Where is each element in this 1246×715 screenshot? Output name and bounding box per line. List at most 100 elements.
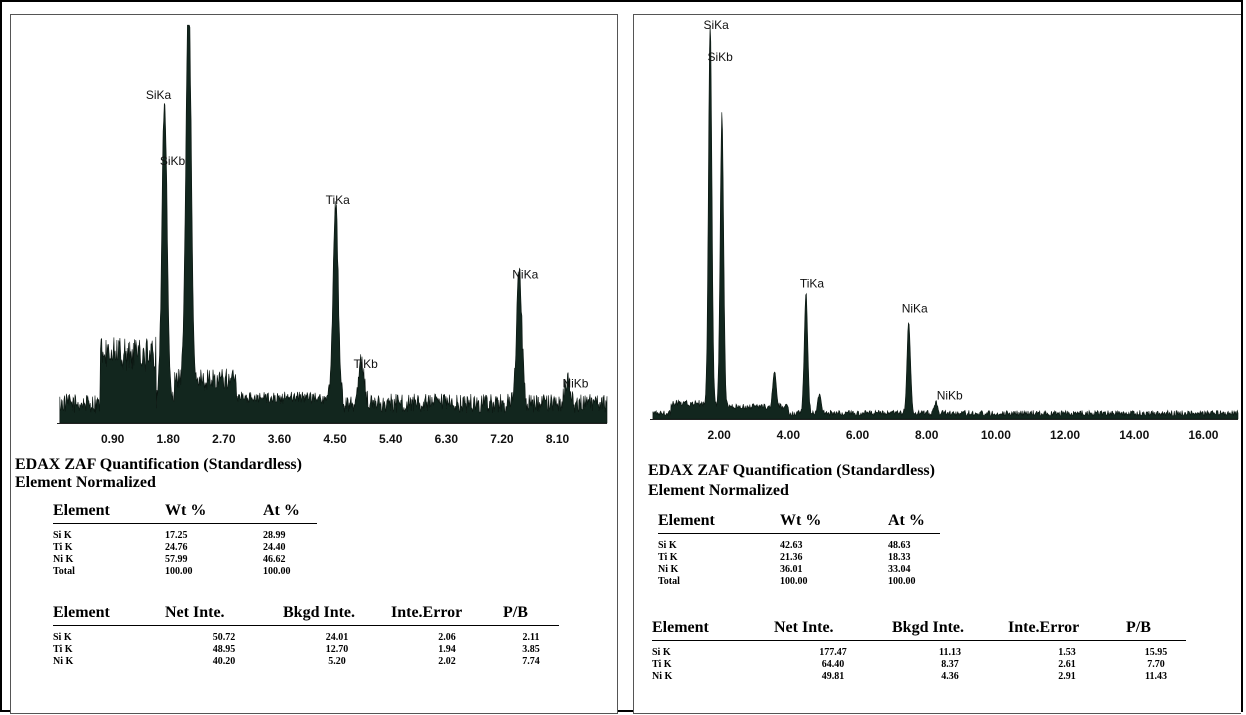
error-cell: 1.53 bbox=[1058, 647, 1076, 658]
column-header-error: Inte.Error bbox=[1008, 619, 1126, 641]
peak-label: TiKa bbox=[800, 276, 825, 290]
x-tick-label: 7.20 bbox=[490, 432, 514, 446]
element-cell: Ni K bbox=[658, 564, 679, 575]
column-header-pb: P/B bbox=[1126, 619, 1186, 641]
x-tick-label: 8.00 bbox=[915, 428, 939, 442]
table-row: Ti K 24.76 24.40 bbox=[53, 542, 317, 554]
wt-cell: 42.63 bbox=[780, 540, 803, 551]
peak-label: TiKa bbox=[326, 193, 351, 207]
net-cell: 64.40 bbox=[821, 659, 845, 670]
bkgd-cell: 4.36 bbox=[941, 671, 959, 682]
column-header-at: At % bbox=[263, 502, 317, 524]
column-header-element: Element bbox=[53, 502, 165, 524]
net-cell: 49.81 bbox=[821, 671, 845, 682]
peak-label: TiKb bbox=[354, 357, 379, 371]
column-header-error: Inte.Error bbox=[391, 604, 503, 626]
table-row: Total 100.00 100.00 bbox=[53, 566, 317, 578]
intensity-table: Element Net Inte. Bkgd Inte. Inte.Error … bbox=[53, 604, 559, 668]
net-cell: 40.20 bbox=[212, 656, 236, 667]
bkgd-cell: 24.01 bbox=[325, 632, 349, 643]
composition-table: Element Wt % At % Si K 17.25 28.99 Ti K 24.… bbox=[53, 502, 317, 578]
x-tick-label: 4.50 bbox=[323, 432, 347, 446]
wt-cell: 100.00 bbox=[165, 566, 193, 577]
element-cell: Total bbox=[658, 576, 680, 587]
net-cell: 177.47 bbox=[819, 647, 847, 658]
element-cell: Ti K bbox=[652, 659, 672, 670]
table-row: Ti K 64.40 8.37 2.61 7.70 bbox=[652, 659, 1186, 671]
x-tick-label: 6.30 bbox=[435, 432, 459, 446]
net-cell: 50.72 bbox=[212, 632, 236, 643]
table-row: Ni K 40.20 5.20 2.02 7.74 bbox=[53, 656, 559, 668]
element-cell: Si K bbox=[652, 647, 671, 658]
at-cell: 24.40 bbox=[263, 542, 286, 553]
x-tick-label: 2.70 bbox=[212, 432, 236, 446]
pb-cell: 2.11 bbox=[522, 632, 540, 643]
x-tick-label: 5.40 bbox=[379, 432, 403, 446]
peak-label: NiKb bbox=[562, 377, 588, 391]
column-header-bkgd: Bkgd Inte. bbox=[892, 619, 1008, 641]
element-cell: Si K bbox=[53, 632, 72, 643]
pb-cell: 7.70 bbox=[1147, 659, 1165, 670]
table-row: Ni K 36.01 33.04 bbox=[658, 564, 940, 576]
wt-cell: 21.36 bbox=[780, 552, 803, 563]
peak-label: NiKa bbox=[902, 301, 928, 315]
wt-cell: 24.76 bbox=[165, 542, 188, 553]
peak-label: SiKa bbox=[146, 88, 172, 102]
spectrum-chart-left: 0.90 1.80 2.70 3.60 4.50 5.40 6.30 7.20 8.10 SiKa… bbox=[57, 24, 608, 446]
intensity-header-row: Element Net Inte. Bkgd Inte. Inte.Error … bbox=[53, 604, 559, 626]
intensity-table: Element Net Inte. Bkgd Inte. Inte.Error … bbox=[652, 619, 1186, 683]
column-header-pb: P/B bbox=[503, 604, 559, 626]
element-cell: Si K bbox=[53, 530, 72, 541]
peak-label: SiKb bbox=[160, 154, 186, 168]
net-cell: 48.95 bbox=[212, 644, 236, 655]
pb-cell: 7.74 bbox=[522, 656, 540, 667]
element-cell: Si K bbox=[658, 540, 677, 551]
wt-cell: 57.99 bbox=[165, 554, 188, 565]
x-tick-label: 8.10 bbox=[546, 432, 570, 446]
at-cell: 48.63 bbox=[888, 540, 911, 551]
element-cell: Ti K bbox=[658, 552, 678, 563]
x-tick-label: 1.80 bbox=[157, 432, 181, 446]
column-header-element: Element bbox=[53, 604, 165, 626]
at-cell: 18.33 bbox=[888, 552, 911, 563]
peak-label: NiKa bbox=[512, 267, 538, 281]
x-tick-label: 3.60 bbox=[268, 432, 292, 446]
x-tick-label: 10.00 bbox=[981, 428, 1011, 442]
intensity-header-row: Element Net Inte. Bkgd Inte. Inte.Error … bbox=[652, 619, 1186, 641]
column-header-net: Net Inte. bbox=[774, 619, 892, 641]
composition-header-row: Element Wt % At % bbox=[53, 502, 317, 524]
normalization-heading: Element Normalized bbox=[648, 482, 789, 499]
table-row: Total 100.00 100.00 bbox=[658, 576, 940, 588]
column-header-at: At % bbox=[888, 512, 940, 534]
bkgd-cell: 5.20 bbox=[328, 656, 346, 667]
peak-label: NiKb bbox=[937, 388, 963, 402]
wt-cell: 100.00 bbox=[780, 576, 808, 587]
quantification-heading: EDAX ZAF Quantification (Standardless) bbox=[648, 462, 935, 479]
table-row: Si K 17.25 28.99 bbox=[53, 524, 317, 543]
at-cell: 28.99 bbox=[263, 530, 286, 541]
column-header-wt: Wt % bbox=[165, 502, 263, 524]
column-header-net: Net Inte. bbox=[165, 604, 283, 626]
x-tick-label: 4.00 bbox=[777, 428, 801, 442]
pb-cell: 11.43 bbox=[1145, 671, 1167, 682]
column-header-wt: Wt % bbox=[780, 512, 888, 534]
wt-cell: 17.25 bbox=[165, 530, 188, 541]
pb-cell: 15.95 bbox=[1144, 647, 1168, 658]
error-cell: 2.06 bbox=[438, 632, 456, 643]
table-row: Si K 42.63 48.63 bbox=[658, 534, 940, 553]
table-row: Ni K 57.99 46.62 bbox=[53, 554, 317, 566]
element-cell: Ni K bbox=[53, 554, 74, 565]
bkgd-cell: 11.13 bbox=[939, 647, 961, 658]
x-tick-label: 16.00 bbox=[1188, 428, 1218, 442]
right-panel: 2.00 4.00 6.00 8.00 10.00 12.00 14.00 16.00 SiKa… bbox=[633, 14, 1241, 714]
at-cell: 46.62 bbox=[263, 554, 286, 565]
spectrum-trace bbox=[652, 25, 1239, 420]
table-row: Si K 50.72 24.01 2.06 2.11 bbox=[53, 626, 559, 645]
error-cell: 1.94 bbox=[438, 644, 456, 655]
x-tick-label: 14.00 bbox=[1119, 428, 1149, 442]
normalization-heading: Element Normalized bbox=[15, 474, 156, 491]
quantification-heading: EDAX ZAF Quantification (Standardless) bbox=[15, 456, 302, 473]
column-header-element: Element bbox=[652, 619, 774, 641]
error-cell: 2.61 bbox=[1058, 659, 1076, 670]
